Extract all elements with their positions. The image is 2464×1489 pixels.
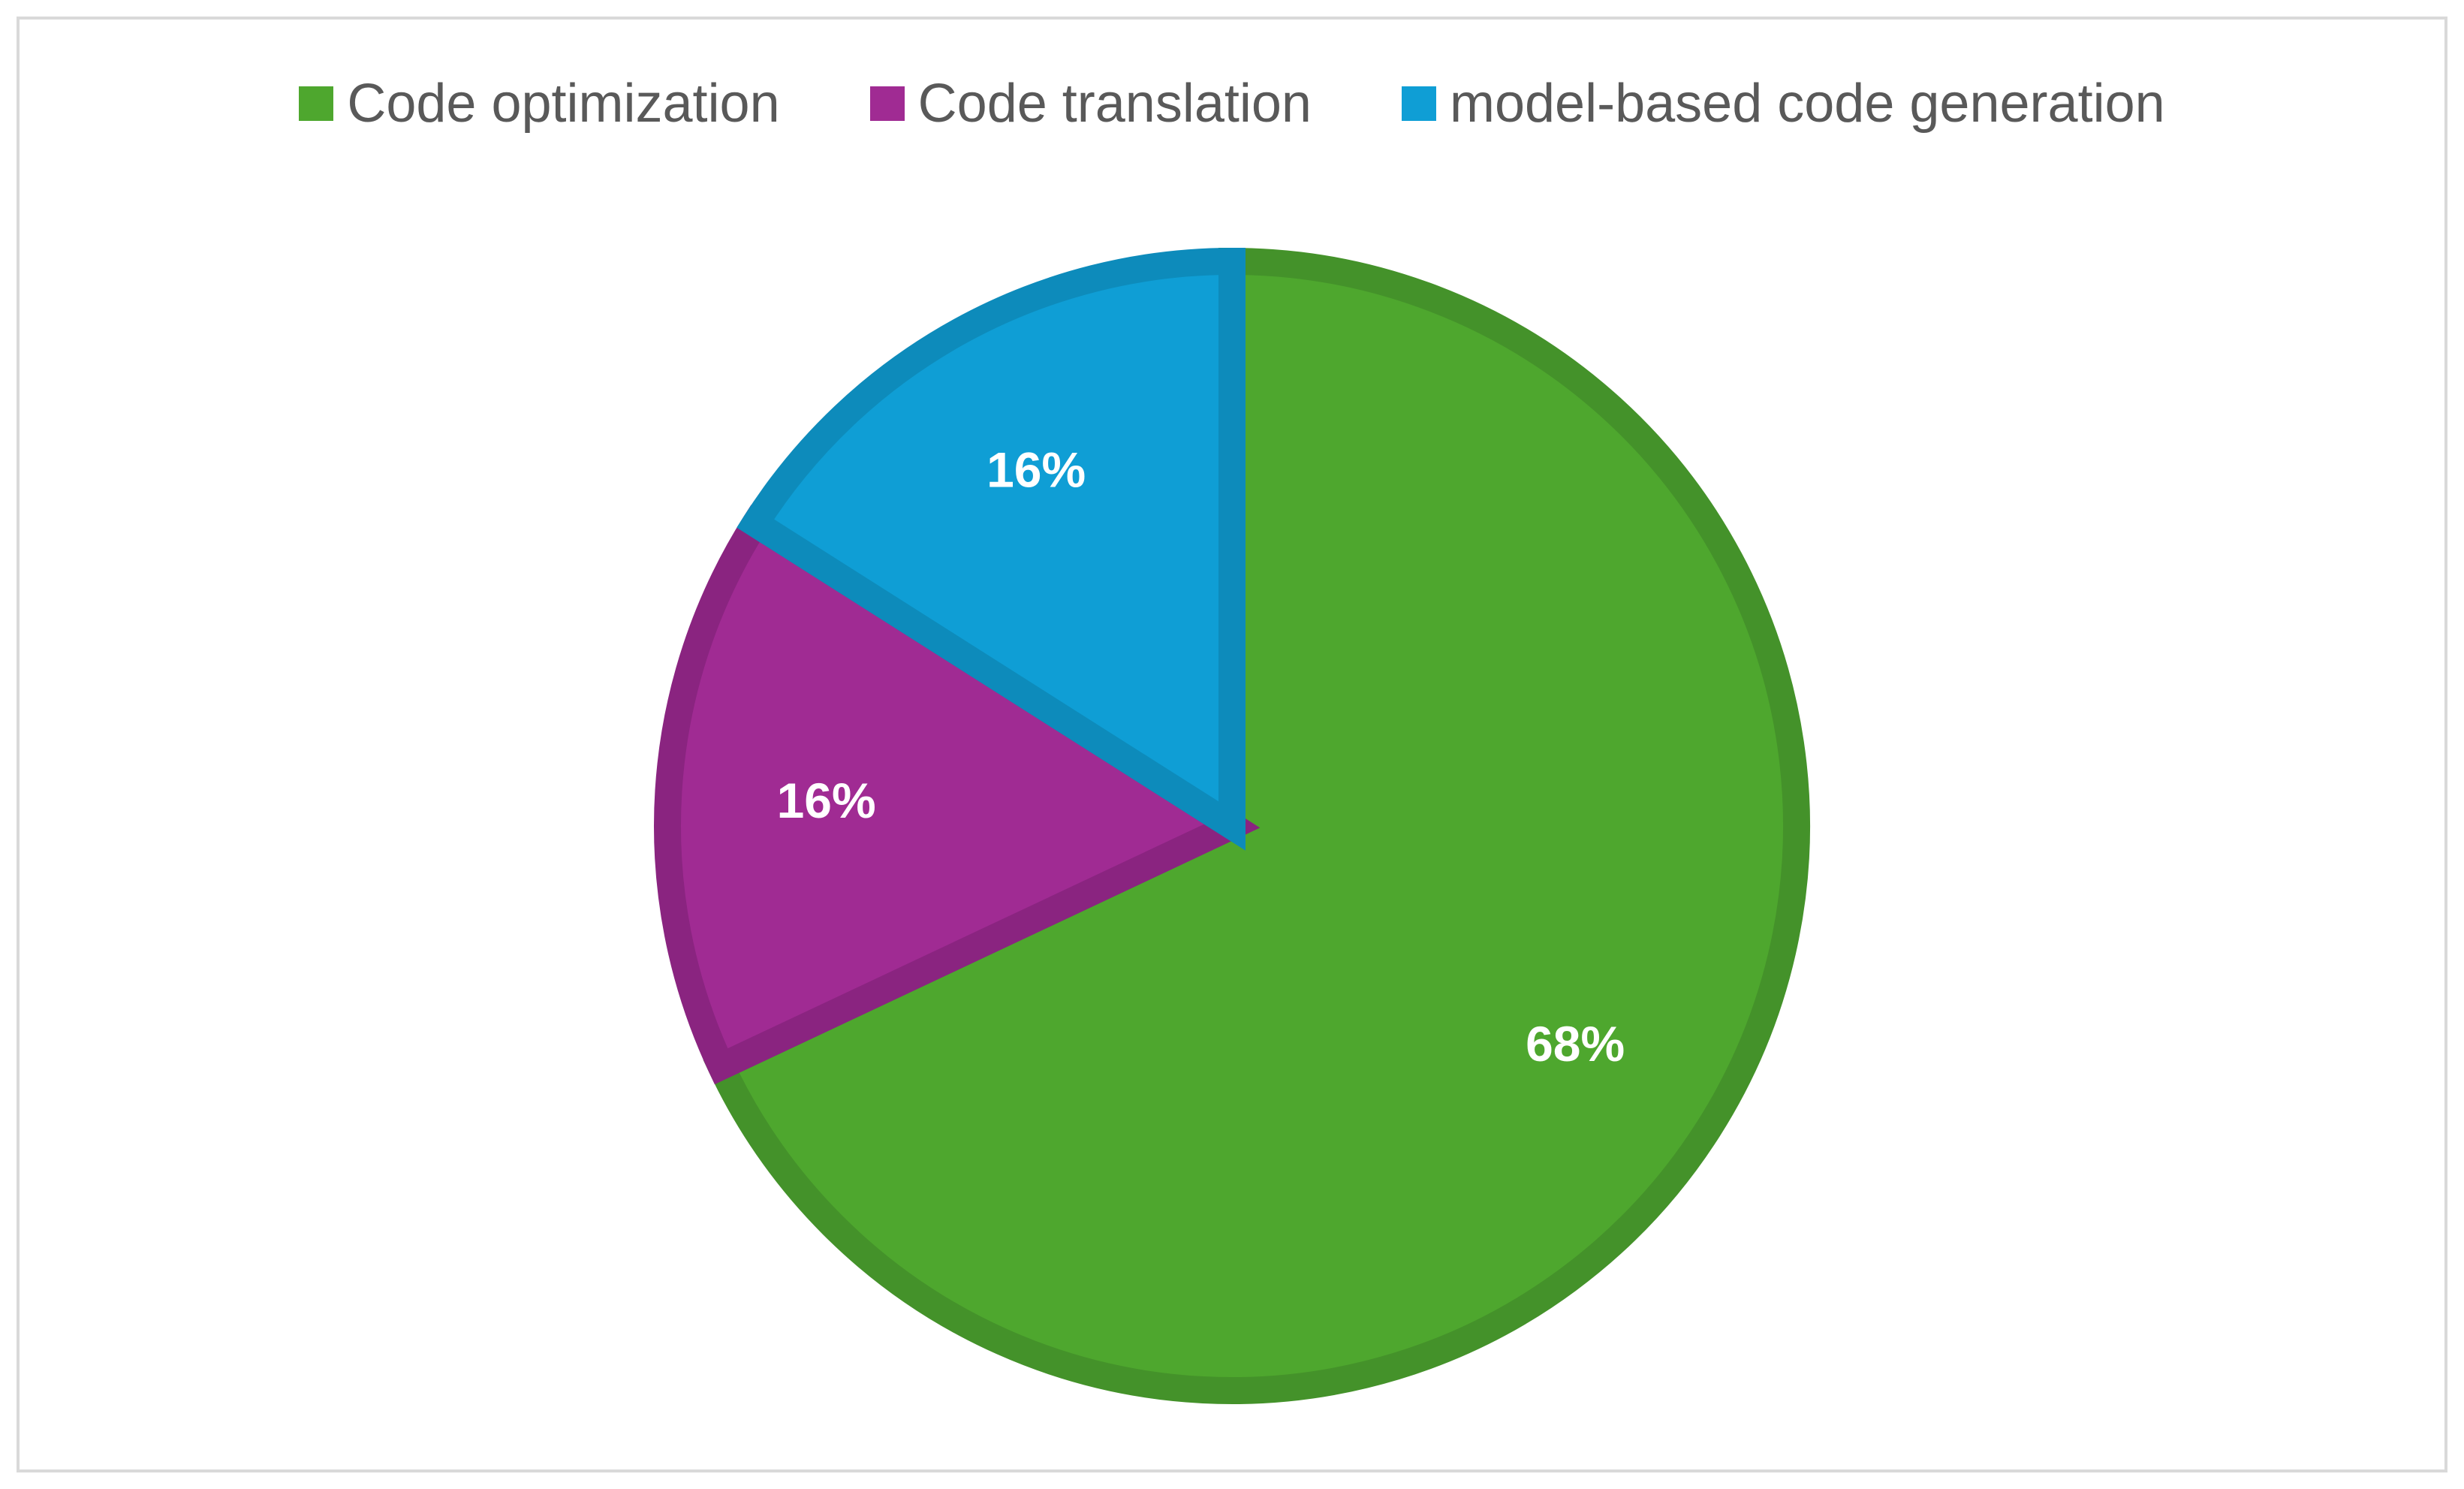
- legend-swatch-model-based-code-generation: [1401, 86, 1436, 121]
- legend-label-code-translation: Code translation: [917, 74, 1312, 134]
- chart-legend: Code optimization Code translation model…: [0, 77, 2464, 131]
- legend-item-code-translation: Code translation: [869, 74, 1312, 134]
- legend-item-model-based-code-generation: model-based code generation: [1401, 74, 2165, 134]
- pie-slice-model-based-code-generation: [736, 247, 1246, 851]
- data-label-model-based-code-generation: 16%: [987, 442, 1086, 498]
- legend-swatch-code-translation: [869, 86, 905, 121]
- pie-slice-code-translation: [654, 505, 1261, 1085]
- data-label-code-optimization: 68%: [1526, 1016, 1625, 1072]
- legend-label-code-optimization: Code optimization: [347, 74, 780, 134]
- legend-label-model-based-code-generation: model-based code generation: [1449, 74, 2165, 134]
- legend-swatch-code-optimization: [299, 86, 334, 121]
- pie-slice-code-optimization: [703, 247, 1810, 1404]
- data-label-code-translation: 16%: [777, 773, 876, 828]
- legend-item-code-optimization: Code optimization: [299, 74, 780, 134]
